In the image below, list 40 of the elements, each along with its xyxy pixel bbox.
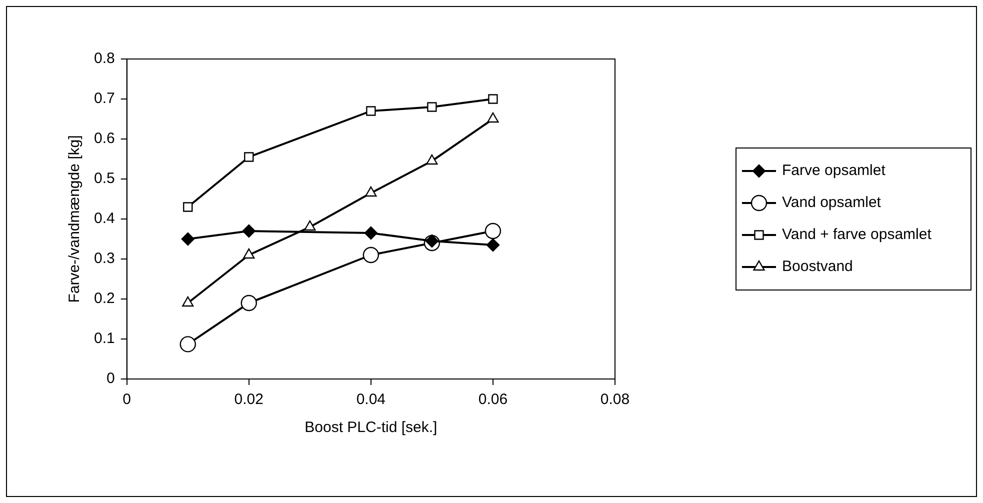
y-tick-label: 0.6 (94, 130, 115, 148)
point (304, 220, 316, 231)
x-tick-label: 0.02 (234, 391, 264, 408)
point (362, 246, 380, 264)
point (181, 232, 194, 246)
y-tick-label: 0.5 (94, 170, 115, 188)
point (427, 102, 437, 112)
legend-label: Farve opsamlet (782, 162, 886, 180)
point (182, 296, 194, 307)
point (240, 294, 257, 312)
y-tick-label: 0.3 (94, 250, 115, 268)
point (488, 94, 498, 104)
y-tick-label: 0 (106, 370, 115, 388)
point (486, 238, 500, 252)
y-tick-label: 0.8 (94, 50, 115, 68)
x-tick-label: 0.04 (356, 391, 386, 408)
legend-label: Boostvand (782, 258, 853, 276)
point (243, 248, 255, 259)
x-tick-label: 0 (122, 391, 132, 408)
point (426, 154, 438, 165)
y-tick-label: 0.7 (94, 90, 115, 108)
y-tick-label: 0.1 (94, 330, 115, 348)
x-axis-title: Boost PLC-tid [sek.] (304, 419, 438, 436)
point (487, 112, 499, 123)
point (180, 336, 196, 352)
point (364, 226, 378, 240)
y-tick-label: 0.4 (94, 210, 115, 228)
point (183, 202, 193, 212)
point (242, 224, 256, 238)
x-tick-label: 0.08 (600, 391, 630, 408)
legend-label: Vand opsamlet (782, 194, 882, 212)
point (244, 152, 254, 162)
x-tick-label: 0.06 (478, 391, 508, 408)
point (484, 222, 502, 240)
y-tick-label: 0.2 (94, 290, 115, 308)
point (366, 106, 376, 116)
y-axis-title: Farve-/vandmængde [kg] (66, 135, 84, 303)
point (365, 186, 377, 197)
legend-label: Vand + farve opsamlet (782, 226, 932, 244)
point (425, 234, 439, 248)
